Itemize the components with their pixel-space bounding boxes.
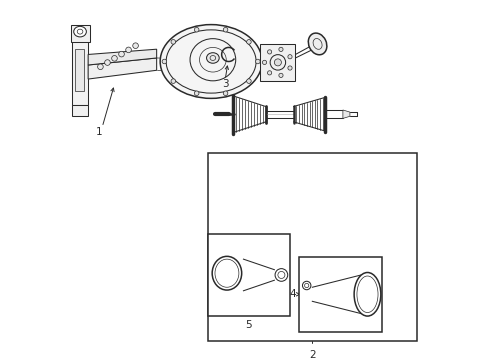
Ellipse shape — [267, 50, 271, 54]
Polygon shape — [70, 24, 90, 42]
Text: 3: 3 — [222, 79, 228, 89]
Ellipse shape — [267, 71, 271, 75]
Bar — [207, 153, 416, 341]
Ellipse shape — [278, 73, 283, 77]
Ellipse shape — [171, 79, 175, 84]
Ellipse shape — [353, 273, 380, 316]
Ellipse shape — [162, 59, 166, 64]
Bar — [75, 49, 83, 91]
Ellipse shape — [206, 53, 219, 63]
Ellipse shape — [255, 59, 260, 64]
Polygon shape — [72, 105, 88, 116]
Bar — [207, 234, 289, 316]
Ellipse shape — [160, 24, 262, 98]
Ellipse shape — [132, 43, 138, 49]
Bar — [260, 44, 295, 81]
Text: 5: 5 — [245, 320, 252, 330]
Ellipse shape — [223, 27, 227, 32]
Ellipse shape — [119, 51, 124, 57]
Ellipse shape — [302, 281, 310, 290]
Text: 4: 4 — [289, 289, 295, 299]
Ellipse shape — [171, 40, 175, 44]
Ellipse shape — [104, 60, 110, 66]
Polygon shape — [88, 49, 156, 65]
Ellipse shape — [308, 33, 326, 55]
Polygon shape — [88, 58, 156, 79]
Ellipse shape — [125, 47, 131, 53]
Text: 1: 1 — [95, 127, 102, 137]
Ellipse shape — [287, 55, 291, 59]
Ellipse shape — [212, 256, 241, 290]
Ellipse shape — [194, 91, 199, 95]
Ellipse shape — [98, 64, 103, 69]
Ellipse shape — [262, 60, 266, 64]
Polygon shape — [342, 110, 349, 118]
Polygon shape — [72, 35, 88, 105]
Ellipse shape — [246, 40, 251, 44]
Ellipse shape — [274, 59, 281, 66]
Ellipse shape — [246, 79, 251, 84]
Text: 2: 2 — [308, 350, 315, 360]
Ellipse shape — [194, 27, 199, 32]
Ellipse shape — [278, 47, 283, 51]
Bar — [298, 257, 381, 332]
Ellipse shape — [223, 91, 227, 95]
Ellipse shape — [275, 269, 287, 281]
Ellipse shape — [111, 55, 117, 61]
Ellipse shape — [287, 66, 291, 70]
Ellipse shape — [74, 26, 86, 37]
